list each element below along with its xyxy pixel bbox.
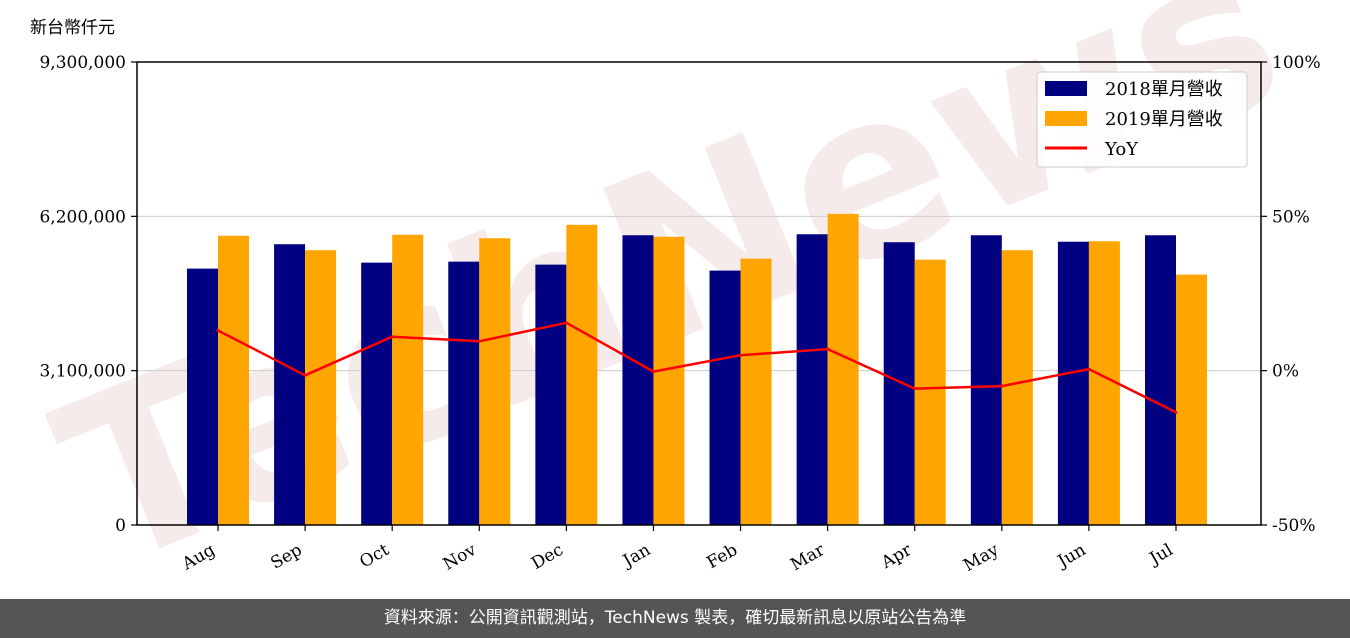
bar-2019-feb <box>740 258 772 525</box>
yoy-point-dec <box>564 321 568 325</box>
y-left-tick-label: 0 <box>115 516 126 536</box>
x-tick-label-jul: Jul <box>1145 540 1177 570</box>
bar-2019-apr <box>914 259 946 525</box>
bar-2019-mar <box>827 213 859 525</box>
legend: 2018單月營收 2019單月營收 YoY <box>1036 71 1248 168</box>
y-right-tick-label: 0% <box>1272 362 1299 382</box>
x-tick-label-feb: Feb <box>703 540 741 573</box>
yoy-point-jan <box>651 370 655 374</box>
x-tick-label-oct: Oct <box>356 540 392 573</box>
legend-label-2019: 2019單月營收 <box>1105 109 1223 130</box>
x-tick-label-dec: Dec <box>528 540 567 574</box>
bar-2019-dec <box>566 224 598 526</box>
legend-label-2018: 2018單月營收 <box>1105 79 1223 100</box>
revenue-chart: TechNews 03,100,0006,200,0009,300,000-50… <box>27 0 1321 600</box>
yoy-point-jul <box>1174 410 1178 414</box>
yoy-point-sep <box>303 373 307 377</box>
legend-swatch-2019 <box>1045 111 1087 126</box>
y-right-tick-label: -50% <box>1272 516 1316 536</box>
x-tick-label-jan: Jan <box>618 540 654 572</box>
x-tick-label-apr: Apr <box>877 540 916 574</box>
bar-2018-mar <box>796 234 828 525</box>
x-tick-label-jun: Jun <box>1053 540 1090 573</box>
legend-swatch-2018 <box>1045 81 1087 96</box>
source-footer: 資料來源：公開資訊觀測站，TechNews 製表，確切最新訊息以原站公告為準 <box>0 599 1350 638</box>
legend-label-yoy: YoY <box>1104 139 1139 160</box>
bar-2019-nov <box>479 238 511 525</box>
x-tick-label-mar: Mar <box>787 540 829 576</box>
bar-2018-sep <box>274 244 306 526</box>
y-right-tick-label: 50% <box>1272 207 1310 227</box>
bar-2019-jan <box>653 236 685 525</box>
yoy-point-nov <box>477 339 481 343</box>
yoy-point-oct <box>390 335 394 339</box>
bar-2018-apr <box>883 242 915 526</box>
bar-2018-jan <box>622 235 654 525</box>
bar-2019-jul <box>1176 274 1207 525</box>
plot-frame <box>136 61 1262 526</box>
yoy-point-feb <box>739 353 743 357</box>
bar-2019-aug <box>218 235 249 526</box>
bar-2018-dec <box>535 264 567 525</box>
yoy-point-may <box>1000 384 1004 388</box>
bar-2018-nov <box>448 261 480 525</box>
x-tick-label-may: May <box>960 540 1003 576</box>
bar-2019-sep <box>305 250 337 525</box>
bar-2019-oct <box>392 234 424 525</box>
y-left-tick-label: 9,300,000 <box>39 53 126 73</box>
yoy-point-apr <box>913 387 917 391</box>
yoy-point-aug <box>216 329 220 333</box>
yoy-point-jun <box>1087 367 1091 371</box>
bar-2018-oct <box>361 262 393 525</box>
bar-2018-may <box>970 235 1002 525</box>
y-right-tick-label: 100% <box>1272 53 1321 73</box>
yoy-line <box>217 321 1177 414</box>
x-tick-label-nov: Nov <box>440 540 480 575</box>
y-unit-label: 新台幣仟元 <box>30 18 115 38</box>
source-text: 資料來源：公開資訊觀測站，TechNews 製表，確切最新訊息以原站公告為準 <box>383 608 967 628</box>
yoy-line-layer <box>216 321 1178 414</box>
yoy-point-mar <box>826 347 830 351</box>
bar-2018-feb <box>709 270 741 525</box>
y-left-tick-label: 6,200,000 <box>39 207 126 227</box>
bar-2018-aug <box>187 268 218 525</box>
y-left-tick-label: 3,100,000 <box>39 362 126 382</box>
bars-layer <box>187 213 1207 526</box>
bar-2018-jun <box>1057 241 1089 525</box>
legend-frame <box>1036 71 1248 168</box>
bar-2019-may <box>1001 250 1033 525</box>
bar-2018-jul <box>1145 235 1176 525</box>
